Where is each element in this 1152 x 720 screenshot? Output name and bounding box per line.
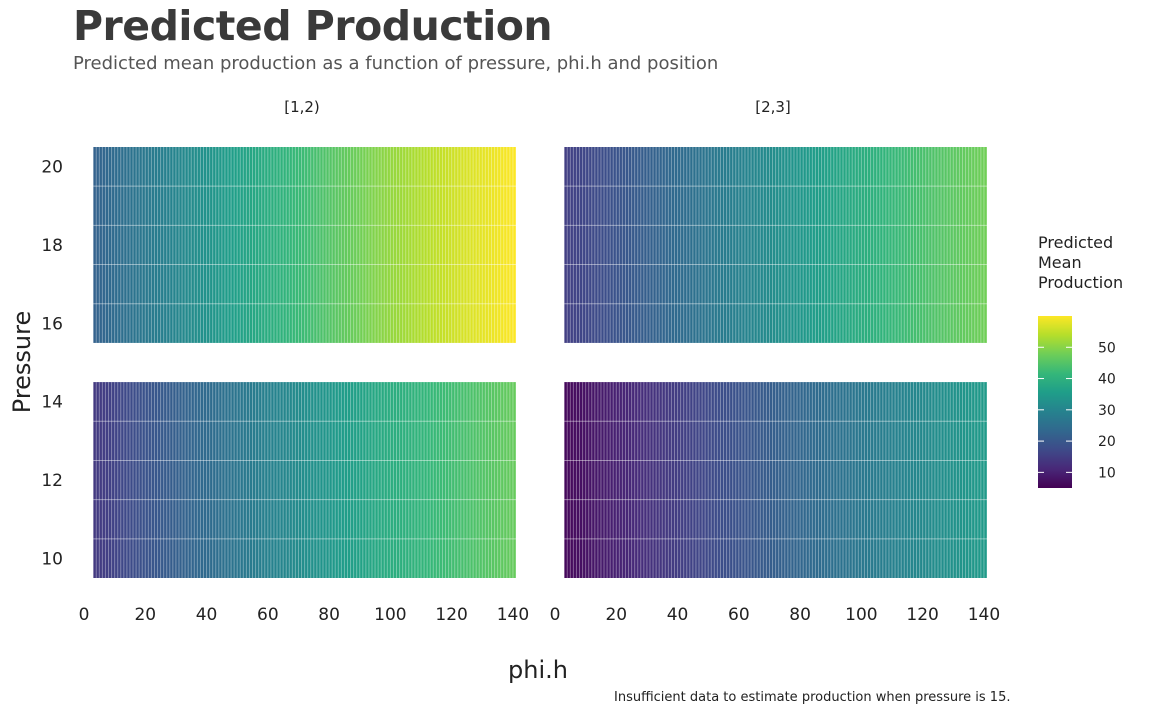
y-tick-label: 14: [41, 393, 63, 413]
x-tick-label: 0: [550, 605, 561, 625]
heatmap-panels: [92, 147, 988, 578]
x-tick-label: 20: [605, 605, 627, 625]
x-tick-label: 120: [435, 605, 467, 625]
tile-grid-horizontal: [564, 185, 987, 305]
x-tick-label: 60: [728, 605, 750, 625]
x-axis: 0 20 40 60 80 100 120 140 0 20 40 60 80 100 120 140: [79, 605, 1001, 625]
x-tick-label: 80: [318, 605, 340, 625]
tile-grid-vertical: [92, 147, 517, 343]
legend-colorbar: [1038, 316, 1072, 488]
tile-grid-vertical: [92, 382, 517, 578]
facet-label: [1,2): [284, 98, 320, 116]
x-tick-label: 80: [789, 605, 811, 625]
y-tick-label: 18: [41, 236, 63, 256]
heatmap-tiles: [564, 147, 987, 343]
heatmap-panel: [563, 147, 988, 343]
legend-tick-label: 50: [1098, 340, 1116, 356]
legend-tick-label: 30: [1098, 403, 1116, 419]
color-legend: 10 20 30 40 50: [1038, 316, 1116, 488]
legend-tick-label: 40: [1098, 372, 1116, 388]
tile-grid-horizontal: [93, 185, 516, 305]
legend-tick-label: 20: [1098, 434, 1116, 450]
heatmap-panel: [92, 382, 517, 578]
x-tick-label: 100: [374, 605, 406, 625]
facet-label: [2,3]: [755, 98, 791, 116]
legend-tick-label: 10: [1098, 465, 1116, 481]
tile-grid-horizontal: [93, 420, 516, 540]
legend-title: Predicted Mean Production: [1038, 233, 1124, 292]
facet-labels: [1,2) [2,3]: [284, 98, 791, 116]
y-tick-label: 10: [41, 549, 63, 569]
x-axis-label: phi.h: [508, 656, 568, 684]
x-tick-label: 20: [134, 605, 156, 625]
y-tick-label: 16: [41, 314, 63, 334]
x-tick-label: 40: [196, 605, 218, 625]
x-tick-label: 60: [257, 605, 279, 625]
heatmap-panel: [563, 382, 988, 578]
x-tick-label: 40: [667, 605, 689, 625]
y-axis-label: Pressure: [8, 311, 36, 413]
tile-grid-vertical: [563, 147, 988, 343]
heatmap-tiles: [93, 382, 516, 578]
x-tick-label: 140: [968, 605, 1000, 625]
tile-grid-vertical: [563, 382, 988, 578]
heatmap-tiles: [564, 382, 987, 578]
chart-title: Predicted Production: [73, 2, 553, 50]
heatmap-tiles: [93, 147, 516, 343]
chart-caption: Insufficient data to estimate production…: [614, 690, 1011, 705]
heatmap-panel: [92, 147, 517, 343]
y-tick-label: 20: [41, 158, 63, 178]
y-tick-label: 12: [41, 471, 63, 491]
x-tick-label: 0: [79, 605, 90, 625]
x-tick-label: 140: [497, 605, 529, 625]
x-tick-label: 120: [906, 605, 938, 625]
y-axis: 10 12 14 16 18 20: [41, 158, 63, 570]
chart-subtitle: Predicted mean production as a function …: [73, 53, 719, 74]
x-tick-label: 100: [845, 605, 877, 625]
tile-grid-horizontal: [564, 420, 987, 540]
